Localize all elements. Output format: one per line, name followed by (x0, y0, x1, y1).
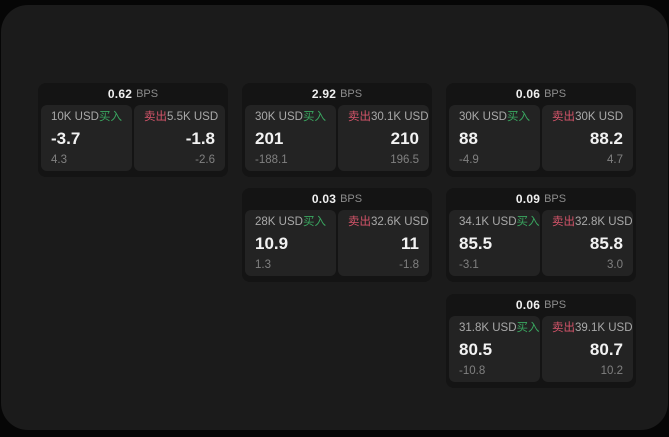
buy-price: 80.5 (459, 340, 493, 359)
buy-amount: 10K USD (51, 111, 99, 123)
bps-value: 2.92 (311, 87, 337, 101)
sell-panel[interactable]: 卖出 39.1K USD 80.7 10.2 (542, 316, 633, 382)
bps-header: 0.06 BPS (446, 294, 636, 316)
buy-change: -3.1 (459, 259, 479, 271)
buy-label: 买入 (516, 216, 540, 228)
quote-card: 0.06 BPS 30K USD 买入 88 -4.9 卖出 30K USD 8… (446, 83, 636, 177)
sell-amount: 30K USD (575, 111, 623, 123)
sell-panel[interactable]: 卖出 32.8K USD 85.8 3.0 (542, 210, 633, 276)
sell-change: 4.7 (607, 154, 623, 166)
sell-panel[interactable]: 卖出 30K USD 88.2 4.7 (542, 105, 633, 171)
quote-card: 0.06 BPS 31.8K USD 买入 80.5 -10.8 卖出 39.1… (446, 294, 636, 388)
bps-header: 2.92 BPS (242, 83, 432, 105)
bps-unit-label: BPS (544, 88, 567, 100)
sell-price: 11 (401, 234, 419, 253)
sell-amount: 32.8K USD (575, 216, 633, 228)
bps-header: 0.06 BPS (446, 83, 636, 105)
buy-price: 88 (459, 129, 478, 148)
buy-price: 201 (255, 129, 284, 148)
sell-label: 卖出 (348, 216, 371, 228)
sell-label: 卖出 (144, 111, 167, 123)
sell-price: 80.7 (589, 340, 623, 359)
sell-price: 210 (390, 129, 419, 148)
buy-label: 买入 (516, 322, 540, 334)
bps-value: 0.09 (515, 192, 541, 206)
sell-change: 3.0 (607, 259, 623, 271)
sell-label: 卖出 (552, 216, 575, 228)
buy-amount: 30K USD (459, 111, 507, 123)
buy-change: 4.3 (51, 154, 67, 166)
sell-amount: 39.1K USD (575, 322, 633, 334)
buy-label: 买入 (303, 111, 326, 123)
buy-change: -188.1 (255, 154, 288, 166)
buy-amount: 34.1K USD (459, 216, 517, 228)
buy-panel[interactable]: 10K USD 买入 -3.7 4.3 (41, 105, 132, 171)
bps-unit-label: BPS (340, 193, 363, 205)
bps-unit-label: BPS (136, 88, 159, 100)
buy-panel[interactable]: 34.1K USD 买入 85.5 -3.1 (449, 210, 540, 276)
bps-unit-label: BPS (340, 88, 363, 100)
buy-panel[interactable]: 30K USD 买入 88 -4.9 (449, 105, 540, 171)
bps-value: 0.62 (107, 87, 133, 101)
buy-price: 10.9 (255, 234, 289, 253)
sell-price: 88.2 (589, 129, 623, 148)
sell-label: 卖出 (348, 111, 371, 123)
bps-header: 0.62 BPS (38, 83, 228, 105)
buy-label: 买入 (507, 111, 530, 123)
buy-amount: 28K USD (255, 216, 303, 228)
sell-panel[interactable]: 卖出 5.5K USD -1.8 -2.6 (134, 105, 225, 171)
buy-amount: 30K USD (255, 111, 303, 123)
sell-amount: 32.6K USD (371, 216, 429, 228)
sell-amount: 5.5K USD (167, 111, 219, 123)
buy-change: -4.9 (459, 154, 479, 166)
quote-card: 0.03 BPS 28K USD 买入 10.9 1.3 卖出 32.6K US… (242, 188, 432, 282)
buy-price: -3.7 (51, 129, 81, 148)
buy-label: 买入 (303, 216, 326, 228)
bps-header: 0.03 BPS (242, 188, 432, 210)
quote-card: 2.92 BPS 30K USD 买入 201 -188.1 卖出 30.1K … (242, 83, 432, 177)
sell-price: -1.8 (185, 129, 215, 148)
buy-change: 1.3 (255, 259, 271, 271)
sell-change: -1.8 (399, 259, 419, 271)
sell-change: -2.6 (195, 154, 215, 166)
buy-amount: 31.8K USD (459, 322, 517, 334)
buy-label: 买入 (99, 111, 122, 123)
sell-amount: 30.1K USD (371, 111, 429, 123)
bps-unit-label: BPS (544, 299, 567, 311)
bps-value: 0.03 (311, 192, 337, 206)
buy-change: -10.8 (459, 365, 486, 377)
buy-price: 85.5 (459, 234, 493, 253)
buy-panel[interactable]: 31.8K USD 买入 80.5 -10.8 (449, 316, 540, 382)
sell-price: 85.8 (589, 234, 623, 253)
bps-value: 0.06 (515, 87, 541, 101)
bps-header: 0.09 BPS (446, 188, 636, 210)
buy-panel[interactable]: 30K USD 买入 201 -188.1 (245, 105, 336, 171)
buy-panel[interactable]: 28K USD 买入 10.9 1.3 (245, 210, 336, 276)
bps-unit-label: BPS (544, 193, 567, 205)
sell-panel[interactable]: 卖出 32.6K USD 11 -1.8 (338, 210, 429, 276)
quote-card: 0.62 BPS 10K USD 买入 -3.7 4.3 卖出 5.5K USD… (38, 83, 228, 177)
sell-label: 卖出 (552, 322, 575, 334)
sell-label: 卖出 (552, 111, 575, 123)
sell-change: 196.5 (390, 154, 419, 166)
bps-value: 0.06 (515, 298, 541, 312)
quote-card: 0.09 BPS 34.1K USD 买入 85.5 -3.1 卖出 32.8K… (446, 188, 636, 282)
sell-change: 10.2 (600, 365, 623, 377)
sell-panel[interactable]: 卖出 30.1K USD 210 196.5 (338, 105, 429, 171)
